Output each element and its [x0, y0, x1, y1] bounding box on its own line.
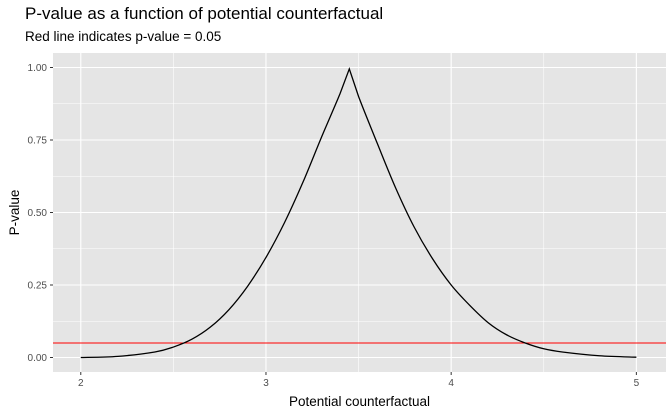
y-axis-title: P-value — [7, 190, 22, 236]
x-tick-label: 5 — [634, 378, 640, 389]
y-axis-ticks: 0.00 0.25 0.50 0.75 1.00 — [28, 63, 53, 364]
series-line — [80, 67, 637, 359]
x-tick-label: 2 — [78, 378, 84, 389]
grid-minor — [53, 53, 666, 372]
y-tick-label: 0.25 — [28, 281, 48, 292]
x-axis-ticks: 2 3 4 5 — [78, 372, 640, 389]
chart-title: P-value as a function of potential count… — [25, 4, 384, 23]
chart-subtitle: Red line indicates p-value = 0.05 — [25, 29, 222, 44]
grid-major — [53, 53, 666, 372]
x-axis-title: Potential counterfactual — [289, 394, 430, 409]
y-tick-label: 0.50 — [28, 208, 48, 219]
x-tick-label: 4 — [448, 378, 454, 389]
series-group — [80, 67, 637, 359]
y-tick-label: 1.00 — [28, 63, 48, 74]
y-tick-label: 0.75 — [28, 136, 48, 147]
y-tick-label: 0.00 — [28, 353, 48, 364]
x-tick-label: 3 — [263, 378, 269, 389]
